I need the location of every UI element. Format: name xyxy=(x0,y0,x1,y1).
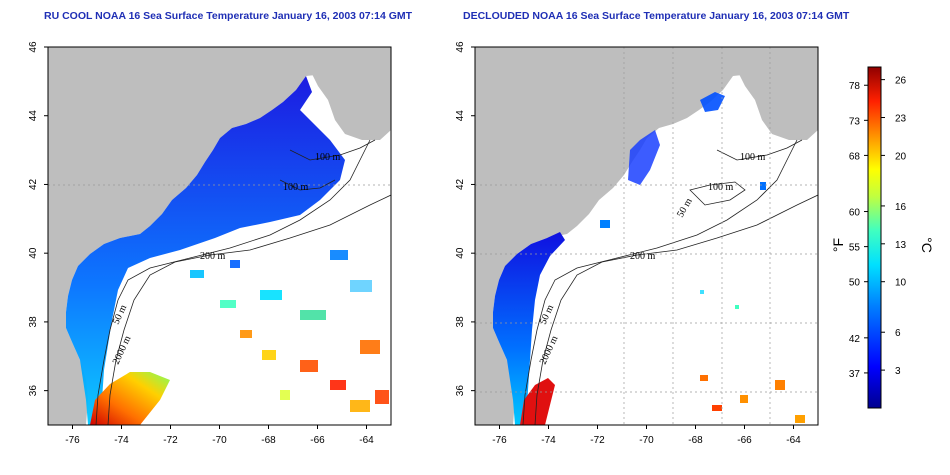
right-lat-tick-label: 42 xyxy=(455,178,466,190)
left-contour-label-4: 200 m xyxy=(200,251,226,262)
right-sst-map: 100 m 100 m 50 m 200 m 50 m 2000 m -76 -7… xyxy=(455,41,819,446)
colorbar-scale xyxy=(867,66,882,409)
fahrenheit-tick-label: 55 xyxy=(849,243,861,254)
right-sst-patches xyxy=(600,182,805,423)
celsius-unit-label: °C xyxy=(919,237,935,253)
right-lon-tick-label: -74 xyxy=(541,435,556,446)
left-contour-label-2: 100 m xyxy=(283,182,309,193)
left-grid xyxy=(48,47,391,425)
right-contour-label-4: 200 m xyxy=(630,251,656,262)
right-contour-label-2: 100 m xyxy=(708,182,734,193)
right-lat-tick-label: 44 xyxy=(455,110,466,122)
left-axis-ticks: -76 -74 -72 -70 -68 -66 -64 36 38 40 42 44 46 xyxy=(28,41,374,446)
celsius-tick-label: 3 xyxy=(895,366,901,377)
right-lon-tick-label: -68 xyxy=(688,435,703,446)
right-lat-tick-label: 36 xyxy=(455,385,466,397)
right-lon-tick-label: -76 xyxy=(492,435,507,446)
right-lat-tick-label: 46 xyxy=(455,41,466,53)
right-axis-ticks: -76 -74 -72 -70 -68 -66 -64 36 38 40 42 44 46 xyxy=(455,41,801,446)
celsius-tick-label: 6 xyxy=(895,328,901,339)
right-gulf-stream xyxy=(520,378,555,425)
fahrenheit-tick-label: 42 xyxy=(849,334,861,345)
colorbar-ticks: 26 23 20 16 13 10 6 3 78 73 68 60 55 50 42 37 xyxy=(849,76,907,380)
left-shelf-water xyxy=(66,76,345,425)
right-grid xyxy=(475,47,818,425)
right-bay-of-fundy-water xyxy=(700,92,725,112)
celsius-tick-label: 20 xyxy=(895,151,907,162)
right-lon-tick-label: -66 xyxy=(737,435,752,446)
left-lon-tick-label: -66 xyxy=(310,435,325,446)
right-lat-tick-label: 40 xyxy=(455,247,466,259)
fahrenheit-unit-label: °F xyxy=(830,238,846,252)
right-contour-label-1: 100 m xyxy=(740,152,766,163)
left-lat-tick-label: 42 xyxy=(28,178,39,190)
left-nova-scotia xyxy=(310,47,391,140)
left-lat-tick-label: 38 xyxy=(28,316,39,328)
fahrenheit-tick-label: 60 xyxy=(849,208,861,219)
left-gulf-stream xyxy=(90,372,170,425)
left-sst-patches xyxy=(190,250,389,412)
temperature-colorbar: 26 23 20 16 13 10 6 3 78 73 68 60 55 50 42 37 °F °C xyxy=(830,66,935,409)
fahrenheit-tick-label: 37 xyxy=(849,369,861,380)
left-lon-tick-label: -64 xyxy=(359,435,374,446)
celsius-tick-label: 23 xyxy=(895,114,907,125)
right-lon-tick-label: -64 xyxy=(786,435,801,446)
fahrenheit-tick-label: 78 xyxy=(849,81,861,92)
left-lat-tick-label: 40 xyxy=(28,247,39,259)
right-gulf-of-maine-water xyxy=(628,130,660,185)
fahrenheit-tick-label: 50 xyxy=(849,278,861,289)
right-coastal-water xyxy=(493,232,565,425)
right-land xyxy=(475,47,818,425)
left-lat-tick-label: 44 xyxy=(28,110,39,122)
celsius-tick-label: 10 xyxy=(895,278,907,289)
left-lon-tick-label: -70 xyxy=(212,435,227,446)
left-map-title: RU COOL NOAA 16 Sea Surface Temperature … xyxy=(44,10,413,22)
fahrenheit-tick-label: 73 xyxy=(849,116,861,127)
right-nova-scotia xyxy=(737,47,818,140)
fahrenheit-tick-label: 68 xyxy=(849,151,861,162)
left-lon-tick-label: -72 xyxy=(163,435,178,446)
left-land xyxy=(48,47,391,425)
right-lon-tick-label: -70 xyxy=(639,435,654,446)
left-lon-tick-label: -76 xyxy=(65,435,80,446)
right-map-title: DECLOUDED NOAA 16 Sea Surface Temperatur… xyxy=(463,10,850,22)
left-lat-tick-label: 46 xyxy=(28,41,39,53)
left-lat-tick-label: 36 xyxy=(28,385,39,397)
left-lon-tick-label: -74 xyxy=(114,435,129,446)
left-contour-label-1: 100 m xyxy=(315,152,341,163)
right-lon-tick-label: -72 xyxy=(590,435,605,446)
left-lon-tick-label: -68 xyxy=(261,435,276,446)
celsius-tick-label: 16 xyxy=(895,202,907,213)
celsius-tick-label: 26 xyxy=(895,76,907,87)
right-lat-tick-label: 38 xyxy=(455,316,466,328)
left-sst-map: 100 m 100 m 200 m 50 m 2000 m -76 -74 -72-… xyxy=(28,41,392,446)
celsius-tick-label: 13 xyxy=(895,240,907,251)
